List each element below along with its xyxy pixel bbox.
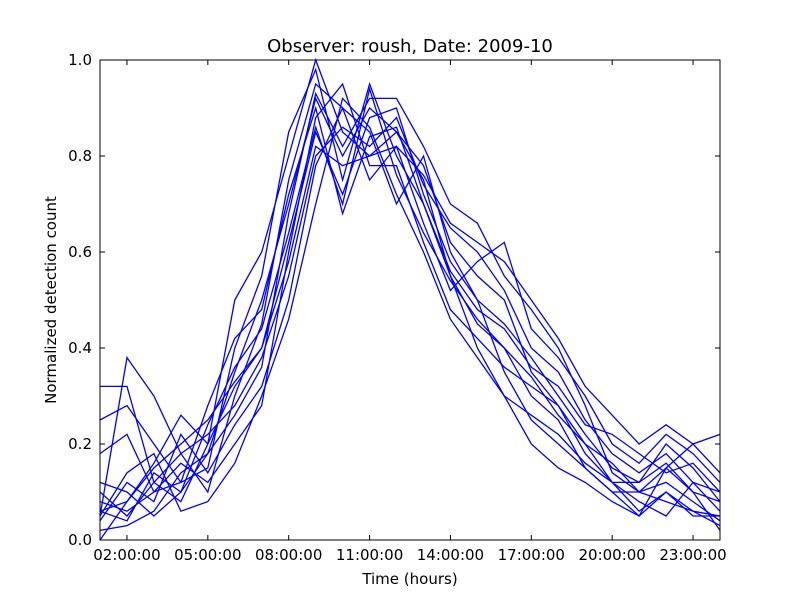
y-tick-label: 0.4 <box>68 339 92 357</box>
x-tick-label: 20:00:00 <box>578 546 645 564</box>
chart-title: Observer: roush, Date: 2009-10 <box>267 36 553 57</box>
tick-layer: 02:00:00 05:00:00 08:00:00 11:00:00 14:00:00… <box>68 51 727 564</box>
series-line-3 <box>99 67 721 531</box>
series-line-10 <box>99 105 721 493</box>
series-line-9 <box>99 91 721 532</box>
series-line-13 <box>99 86 721 522</box>
x-tick-label: 14:00:00 <box>417 546 484 564</box>
plot-frame <box>99 59 721 541</box>
y-axis-label: Normalized detection count <box>42 196 60 404</box>
x-tick-label: 05:00:00 <box>174 546 241 564</box>
x-tick-label: 23:00:00 <box>659 546 726 564</box>
x-tick-label: 17:00:00 <box>498 546 565 564</box>
y-tick-label: 0.2 <box>68 435 92 453</box>
series-line-12 <box>99 145 721 541</box>
y-tick-label: 0.6 <box>68 243 92 261</box>
x-tick-label: 11:00:00 <box>336 546 403 564</box>
series-line-4 <box>99 96 721 517</box>
plot-background <box>100 60 720 540</box>
series-line-11 <box>99 97 721 517</box>
y-tick-label: 0.8 <box>68 147 92 165</box>
series-layer <box>99 57 721 541</box>
x-axis-label: Time (hours) <box>361 570 457 588</box>
series-line-1 <box>100 57 721 503</box>
y-tick-label: 1.0 <box>68 51 92 69</box>
y-tick-label: 0.0 <box>68 531 92 549</box>
series-line-7 <box>99 106 721 522</box>
x-tick-label: 02:00:00 <box>93 546 160 564</box>
x-tick-label: 08:00:00 <box>255 546 322 564</box>
